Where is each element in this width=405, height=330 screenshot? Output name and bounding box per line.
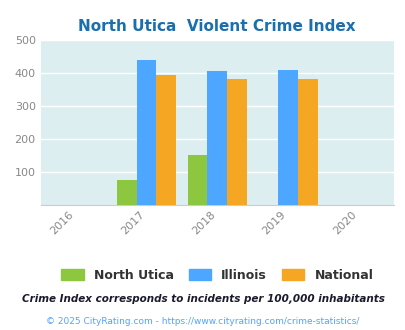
Bar bbox=[136, 60, 156, 205]
Text: Crime Index corresponds to incidents per 100,000 inhabitants: Crime Index corresponds to incidents per… bbox=[21, 294, 384, 304]
Bar bbox=[297, 79, 317, 205]
Text: © 2025 CityRating.com - https://www.cityrating.com/crime-statistics/: © 2025 CityRating.com - https://www.city… bbox=[46, 317, 359, 326]
Bar bbox=[277, 70, 297, 205]
Bar bbox=[207, 71, 226, 205]
Title: North Utica  Violent Crime Index: North Utica Violent Crime Index bbox=[78, 19, 355, 34]
Legend: North Utica, Illinois, National: North Utica, Illinois, National bbox=[56, 264, 377, 287]
Bar bbox=[226, 79, 246, 205]
Bar bbox=[187, 155, 207, 205]
Bar bbox=[117, 180, 136, 205]
Bar bbox=[156, 75, 176, 205]
